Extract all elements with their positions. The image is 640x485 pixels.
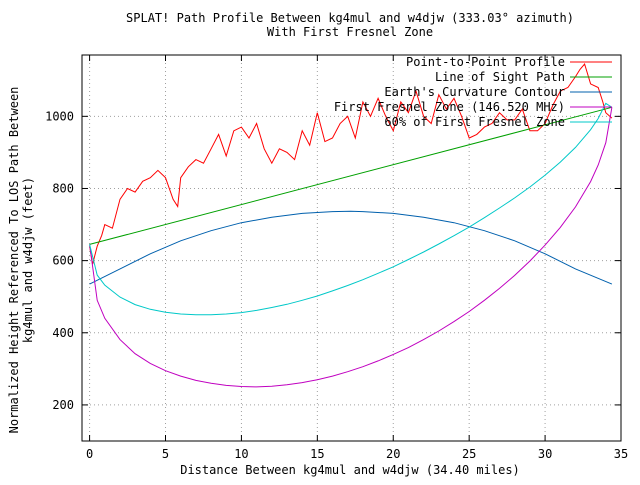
legend-label: Earth's Curvature Contour — [384, 85, 565, 99]
series-layer — [89, 62, 613, 388]
legend-label: 60% of First Fresnel Zone — [384, 115, 565, 129]
legend-label: Line of Sight Path — [435, 70, 565, 84]
legend-label: Point-to-Point Profile — [406, 55, 565, 69]
y-tick-label: 1000 — [45, 109, 74, 123]
ticks: 0 5 10 15 20 25 30 35 200 400 600 800 1000 — [45, 55, 628, 461]
x-tick-label: 20 — [386, 447, 400, 461]
x-tick-label: 0 — [86, 447, 93, 461]
series-line-2 — [89, 106, 613, 245]
y-tick-label: 800 — [52, 181, 74, 195]
y-axis-label-line2: kg4mul and w4djw (feet) — [21, 177, 35, 343]
x-tick-label: 5 — [162, 447, 169, 461]
x-tick-label: 10 — [234, 447, 248, 461]
series-line-4 — [89, 107, 613, 388]
x-tick-label: 25 — [462, 447, 476, 461]
legend-label: First Fresnel Zone (146.520 MHz) — [334, 100, 565, 114]
x-axis-label: Distance Between kg4mul and w4djw (34.40… — [180, 463, 520, 477]
series-line-5 — [89, 102, 613, 316]
chart-subtitle: With First Fresnel Zone — [267, 25, 433, 39]
x-tick-label: 15 — [310, 447, 324, 461]
y-axis-label-line1: Normalized Height Referenced To LOS Path… — [7, 87, 21, 434]
series-line-3 — [89, 210, 613, 285]
plot-frame — [81, 54, 622, 442]
chart-title: SPLAT! Path Profile Between kg4mul and w… — [126, 11, 574, 25]
y-tick-label: 200 — [52, 398, 74, 412]
y-tick-label: 600 — [52, 254, 74, 268]
y-tick-label: 400 — [52, 326, 74, 340]
series-line-1 — [89, 62, 613, 265]
x-tick-label: 35 — [614, 447, 628, 461]
x-tick-label: 30 — [538, 447, 552, 461]
